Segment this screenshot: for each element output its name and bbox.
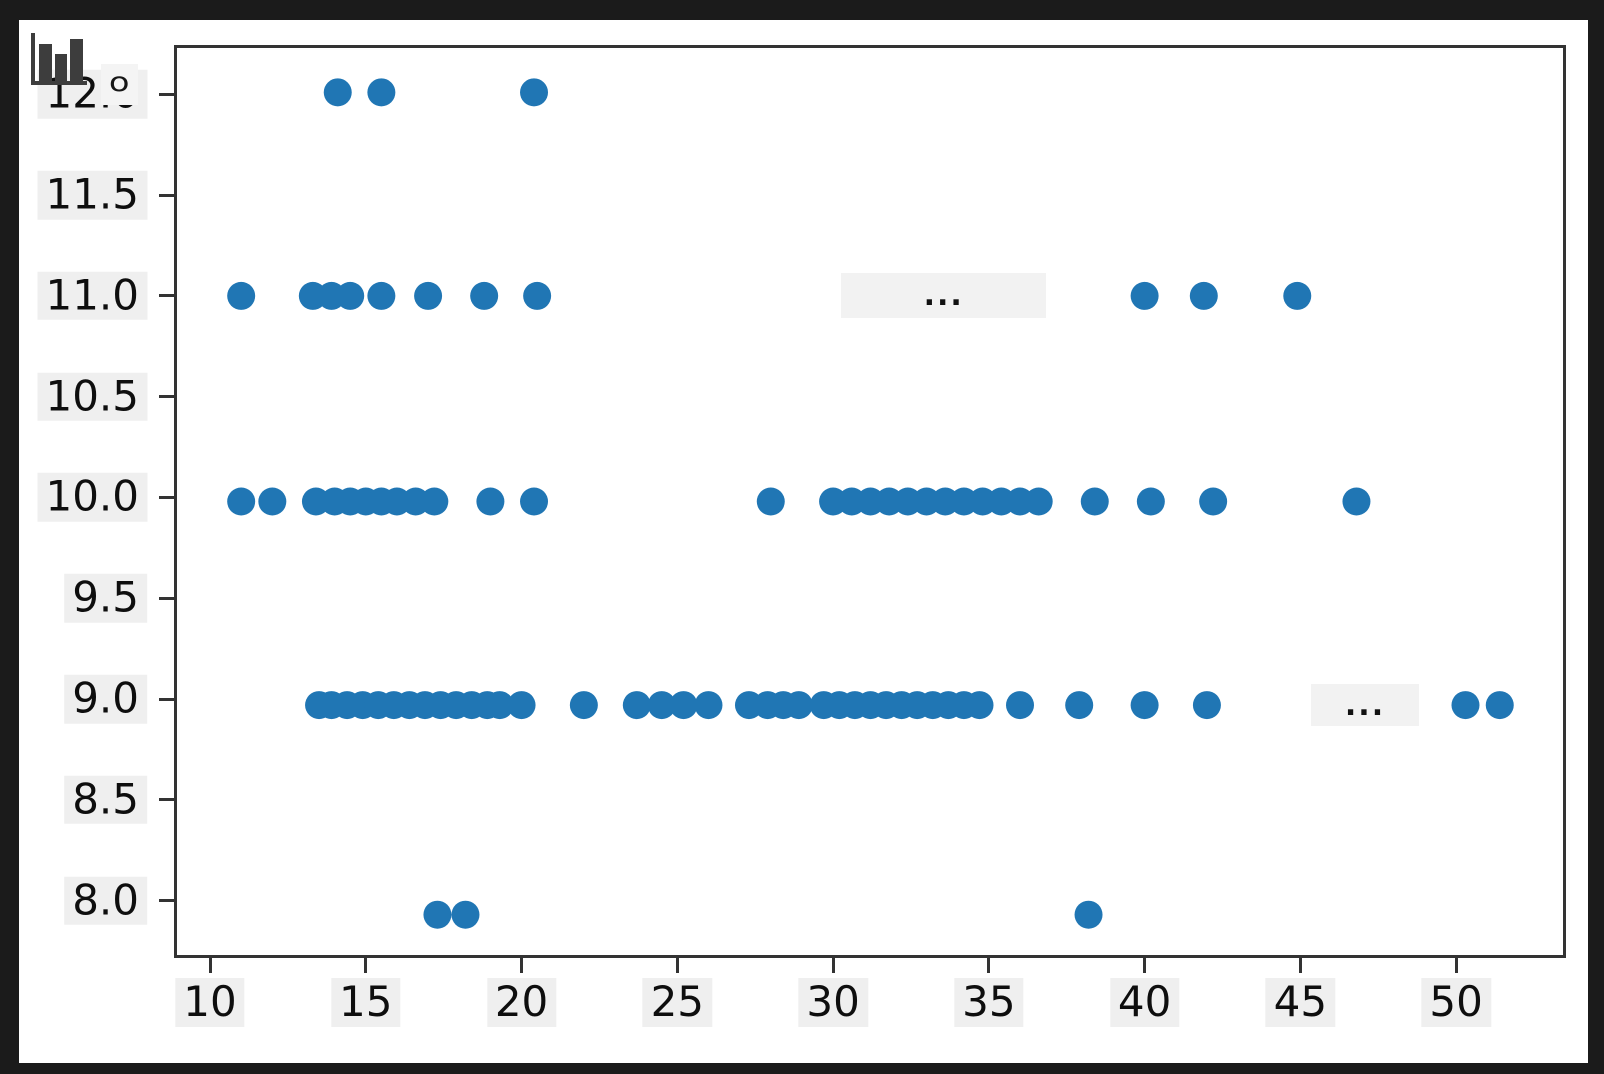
y-tick-mark — [159, 596, 177, 600]
scatter-point — [1342, 487, 1371, 516]
x-tick-mark — [1143, 955, 1147, 973]
y-tick-label: 11.0 — [37, 271, 147, 321]
scatter-point — [756, 487, 785, 516]
scatter-point — [420, 487, 449, 516]
y-tick-label: 11.5 — [37, 170, 147, 220]
bar-chart-icon — [31, 33, 87, 85]
scatter-point — [694, 691, 723, 720]
x-tick-mark — [987, 955, 991, 973]
x-tick-mark — [675, 955, 679, 973]
scatter-point — [647, 691, 676, 720]
scatter-point — [414, 281, 443, 310]
scatter-point — [1485, 691, 1514, 720]
scatter-point — [965, 691, 994, 720]
x-tick-label: 20 — [486, 978, 557, 1027]
scatter-point — [1451, 691, 1480, 720]
scatter-point — [476, 487, 505, 516]
scatter-point — [323, 78, 352, 107]
plot-area: 10 15 20 25 30 35 40 45 50 8.0 8.5 9.0 9.5 10.0 10.5 11… — [37, 45, 1566, 1027]
scatter-point — [1080, 487, 1109, 516]
x-tick-mark — [1454, 955, 1458, 973]
y-tick-mark — [159, 92, 177, 96]
scatter-point — [1074, 900, 1103, 929]
scatter-point — [1006, 691, 1035, 720]
x-tick-mark — [831, 955, 835, 973]
circle-glyph: o — [109, 67, 130, 98]
scatter-point — [423, 900, 452, 929]
scatter-point — [1283, 281, 1312, 310]
x-tick-label: 25 — [642, 978, 713, 1027]
y-tick-mark — [159, 395, 177, 399]
scatter-point — [1189, 281, 1218, 310]
circle-glyph-overlay: o — [101, 64, 138, 105]
scatter-point — [1130, 281, 1159, 310]
y-tick-label: 10.0 — [37, 473, 147, 522]
scatter-point — [1130, 691, 1159, 720]
x-tick-label: 50 — [1421, 978, 1491, 1027]
x-tick-label: 40 — [1109, 978, 1180, 1027]
scatter-point — [520, 78, 549, 107]
scatter-point — [485, 691, 514, 720]
y-tick-mark — [159, 798, 177, 802]
y-tick-label: 9.5 — [64, 573, 147, 623]
y-tick-label: 8.5 — [64, 775, 147, 825]
y-tick-mark — [159, 899, 177, 903]
y-tick-mark — [159, 193, 177, 197]
scatter-point — [622, 691, 651, 720]
scatter-point — [367, 281, 396, 310]
y-tick-mark — [159, 697, 177, 701]
x-tick-mark — [208, 955, 212, 973]
scatter-point — [520, 487, 549, 516]
scatter-point — [451, 900, 480, 929]
x-tick-label: 10 — [175, 978, 245, 1027]
scatter-point — [523, 281, 552, 310]
x-tick-label: 30 — [798, 978, 868, 1027]
y-tick-mark — [159, 294, 177, 298]
x-tick-label: 15 — [331, 978, 401, 1027]
y-tick-label: 10.5 — [37, 372, 147, 421]
scatter-point — [227, 281, 256, 310]
x-tick-mark — [1298, 955, 1302, 973]
x-tick-mark — [520, 955, 524, 973]
scatter-point — [507, 691, 536, 720]
y-tick-label: 9.0 — [64, 674, 147, 724]
scatter-point — [470, 281, 499, 310]
scatter-point — [569, 691, 598, 720]
scatter-point — [258, 487, 287, 516]
ellipsis-overlay-box: ... — [1311, 684, 1419, 727]
scatter-point — [1024, 487, 1053, 516]
scatter-point — [227, 487, 256, 516]
x-tick-label: 45 — [1265, 978, 1336, 1027]
x-tick-mark — [364, 955, 368, 973]
scatter-point — [367, 78, 396, 107]
scatter-point — [1065, 691, 1094, 720]
y-tick-mark — [159, 495, 177, 499]
scatter-point — [784, 691, 813, 720]
scatter-point — [1192, 691, 1221, 720]
x-tick-label: 35 — [954, 978, 1024, 1027]
scatter-point — [336, 281, 365, 310]
scatter-point — [1199, 487, 1228, 516]
ellipsis-overlay-box: ... — [840, 273, 1047, 319]
scatter-point — [1136, 487, 1165, 516]
scatter-point — [669, 691, 698, 720]
scatter-points-layer — [227, 78, 1514, 929]
figure-panel: o 10 15 20 25 30 35 40 45 50 8.0 8.5 9.0 9.5 10.0 10.5… — [19, 20, 1588, 1063]
y-tick-label: 8.0 — [64, 876, 147, 925]
